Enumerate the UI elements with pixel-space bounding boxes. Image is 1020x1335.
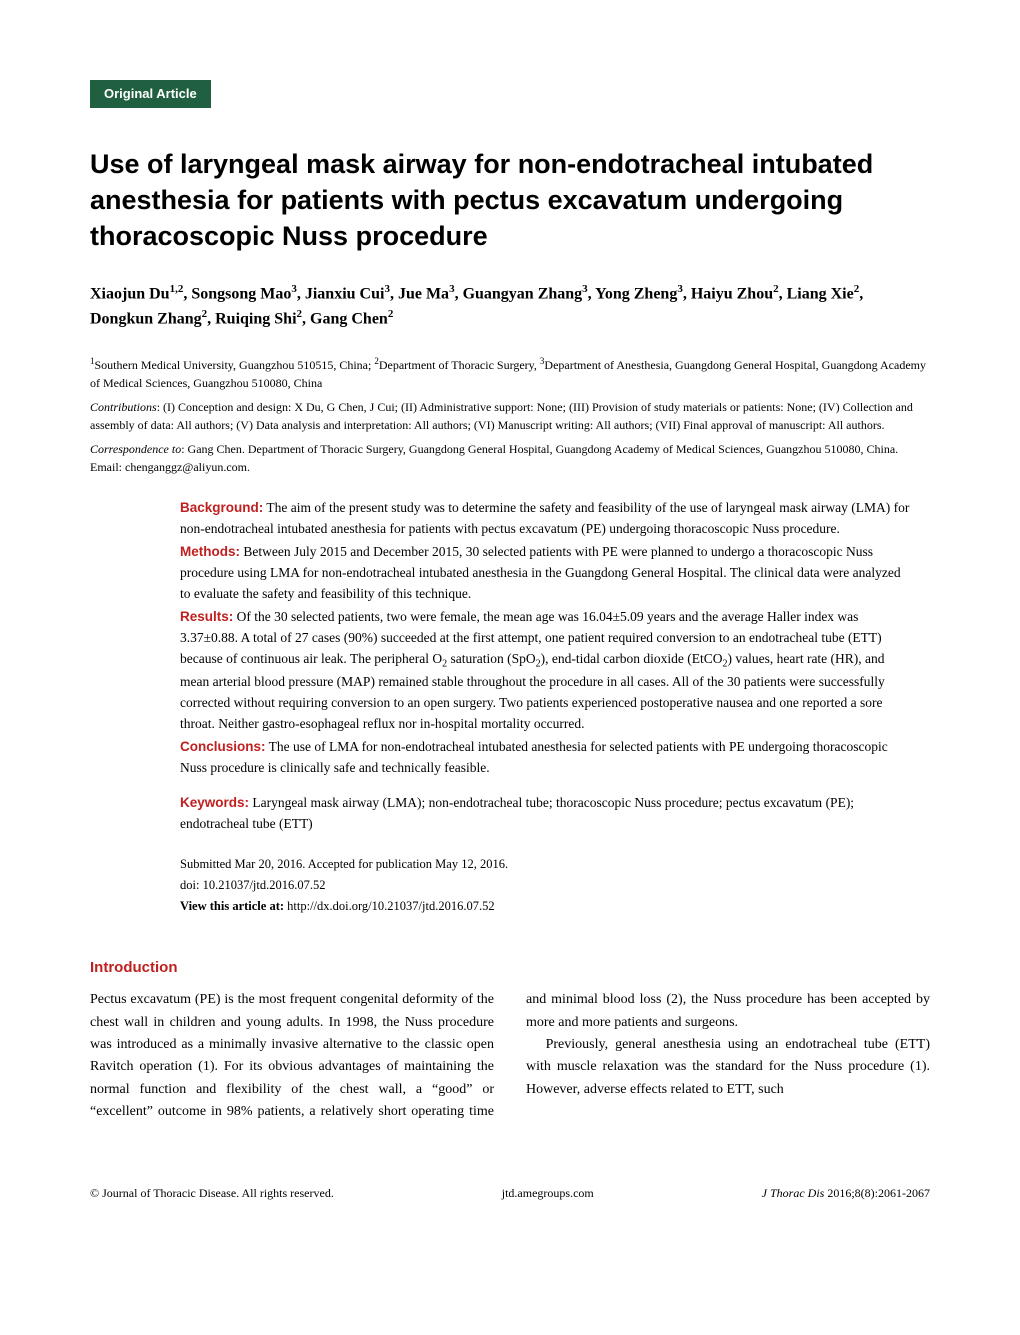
abstract-background-text: The aim of the present study was to dete… <box>180 500 909 536</box>
contributions-label: Contributions <box>90 400 157 414</box>
body-two-column: Pectus excavatum (PE) is the most freque… <box>90 989 930 1123</box>
abstract-keywords-text: Laryngeal mask airway (LMA); non-endotra… <box>180 795 854 831</box>
correspondence-label: Correspondence to <box>90 442 181 456</box>
abstract-background-label: Background: <box>180 500 263 515</box>
view-article-label: View this article at: <box>180 899 284 913</box>
article-type-badge: Original Article <box>90 80 211 108</box>
abstract-block: Background: The aim of the present study… <box>180 498 910 916</box>
contributions-text: : (I) Conception and design: X Du, G Che… <box>90 400 913 432</box>
abstract-methods-text: Between July 2015 and December 2015, 30 … <box>180 544 901 601</box>
submission-dates: Submitted Mar 20, 2016. Accepted for pub… <box>180 855 910 874</box>
footer-copyright: © Journal of Thoracic Disease. All right… <box>90 1184 334 1202</box>
abstract-conclusions-label: Conclusions: <box>180 739 266 754</box>
page-footer: © Journal of Thoracic Disease. All right… <box>90 1184 930 1202</box>
footer-journal-name: J Thorac Dis <box>762 1186 825 1200</box>
article-title: Use of laryngeal mask airway for non-end… <box>90 146 930 255</box>
introduction-heading: Introduction <box>90 957 930 980</box>
abstract-results-text: Of the 30 selected patients, two were fe… <box>180 609 885 731</box>
abstract-keywords-label: Keywords: <box>180 795 249 810</box>
author-list: Xiaojun Du1,2, Songsong Mao3, Jianxiu Cu… <box>90 281 930 332</box>
correspondence-text: : Gang Chen. Department of Thoracic Surg… <box>90 442 898 474</box>
correspondence: Correspondence to: Gang Chen. Department… <box>90 440 930 476</box>
view-article-url: http://dx.doi.org/10.21037/jtd.2016.07.5… <box>284 899 495 913</box>
abstract-conclusions-text: The use of LMA for non-endotracheal intu… <box>180 739 888 775</box>
affiliations: 1Southern Medical University, Guangzhou … <box>90 355 930 392</box>
contributions: Contributions: (I) Conception and design… <box>90 398 930 434</box>
abstract-results-label: Results: <box>180 609 233 624</box>
doi: doi: 10.21037/jtd.2016.07.52 <box>180 876 910 895</box>
abstract-methods-label: Methods: <box>180 544 240 559</box>
footer-citation: J Thorac Dis 2016;8(8):2061-2067 <box>762 1184 930 1202</box>
abstract-meta: Submitted Mar 20, 2016. Accepted for pub… <box>180 855 910 917</box>
footer-website: jtd.amegroups.com <box>502 1184 594 1202</box>
intro-paragraph-2: Previously, general anesthesia using an … <box>526 1034 930 1101</box>
footer-issue: 2016;8(8):2061-2067 <box>824 1186 930 1200</box>
